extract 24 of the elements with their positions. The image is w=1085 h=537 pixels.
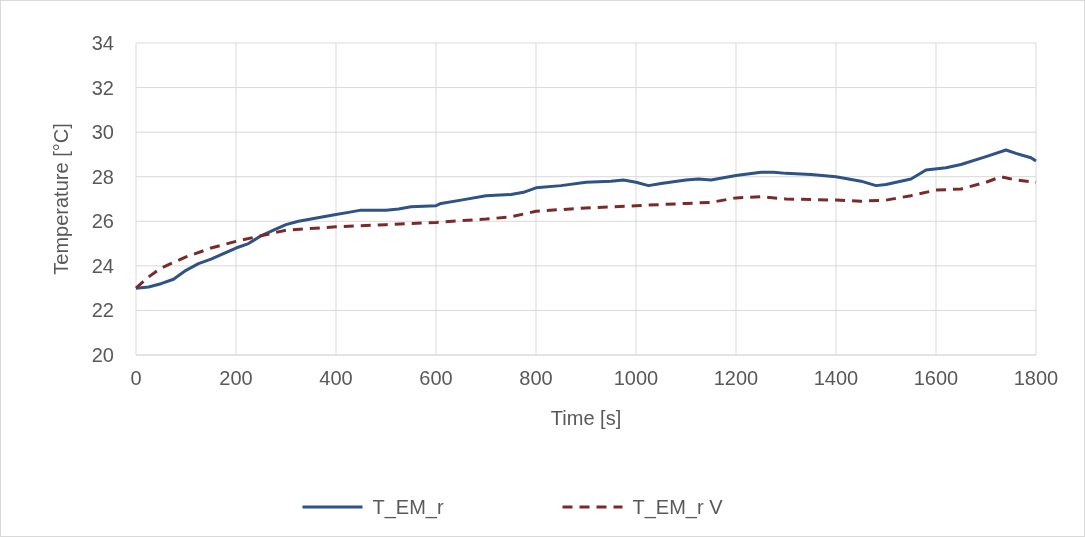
x-tick-label: 1400 (813, 367, 859, 389)
legend-label: T_EM_r V (632, 496, 724, 519)
y-tick-label: 22 (91, 299, 114, 322)
y-tick-label: 30 (91, 121, 114, 144)
y-tick-label: 26 (91, 210, 114, 233)
line-series (134, 148, 1038, 290)
line-series (134, 175, 1038, 290)
x-tick-label: 600 (419, 367, 453, 389)
x-tick-label: 400 (319, 367, 353, 389)
y-axis-title: Temperature [°C] (50, 123, 72, 275)
x-tick-label: 1000 (613, 367, 659, 389)
x-tick-label: 0 (130, 367, 142, 389)
x-tick-label: 1200 (713, 367, 759, 389)
x-axis-title: Time [s] (550, 407, 622, 429)
x-tick-label: 200 (219, 367, 253, 389)
y-tick-label: 34 (91, 32, 114, 54)
x-tick-label: 1800 (1013, 367, 1059, 389)
x-tick-label: 1600 (913, 367, 959, 389)
y-tick-label: 32 (91, 76, 114, 99)
x-tick-label: 800 (519, 367, 553, 389)
y-tick-label: 24 (91, 254, 114, 277)
y-tick-label: 28 (91, 165, 114, 188)
y-tick-label: 20 (91, 344, 114, 366)
legend-label: T_EM_r (372, 496, 444, 519)
